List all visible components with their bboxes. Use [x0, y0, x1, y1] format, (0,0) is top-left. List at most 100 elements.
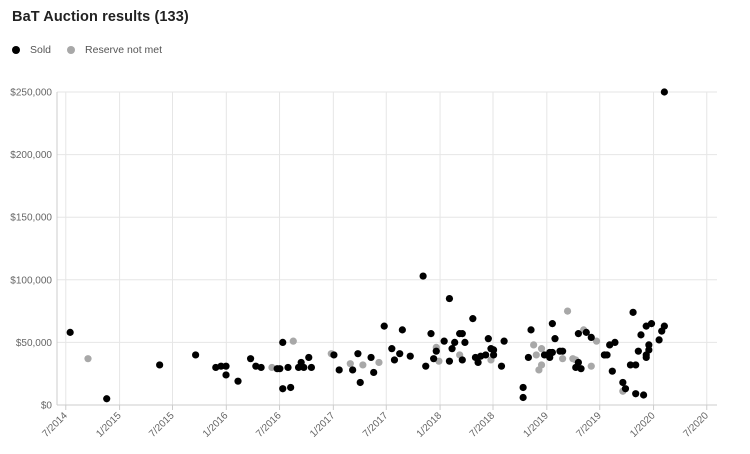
data-point-sold[interactable] — [66, 328, 74, 336]
data-point-sold[interactable] — [634, 347, 642, 355]
data-point-reserve-not-met[interactable] — [587, 362, 595, 370]
data-point-sold[interactable] — [519, 393, 527, 402]
data-point-reserve-not-met[interactable] — [559, 355, 567, 363]
data-point-sold[interactable] — [469, 315, 477, 323]
data-point-sold[interactable] — [482, 351, 490, 359]
data-point-sold[interactable] — [422, 362, 430, 370]
data-point-sold[interactable] — [626, 361, 635, 369]
data-point-sold[interactable] — [458, 330, 466, 338]
data-point-sold[interactable] — [287, 383, 295, 392]
data-point-sold[interactable] — [574, 358, 582, 367]
data-point-sold[interactable] — [548, 348, 556, 357]
data-point-sold[interactable] — [660, 88, 668, 96]
data-point-sold[interactable] — [396, 350, 404, 358]
data-point-sold[interactable] — [330, 351, 338, 359]
data-point-reserve-not-met[interactable] — [563, 307, 572, 315]
data-point-reserve-not-met[interactable] — [359, 361, 367, 369]
data-point-sold[interactable] — [222, 362, 230, 370]
data-point-sold[interactable] — [497, 362, 506, 370]
data-point-sold[interactable] — [419, 272, 427, 280]
data-point-sold[interactable] — [577, 365, 585, 373]
data-point-sold[interactable] — [430, 355, 438, 363]
data-point-sold[interactable] — [451, 338, 459, 346]
data-point-sold[interactable] — [461, 338, 469, 346]
data-point-reserve-not-met[interactable] — [537, 345, 546, 353]
data-point-sold[interactable] — [640, 391, 648, 399]
data-point-reserve-not-met[interactable] — [532, 351, 540, 359]
data-point-sold[interactable] — [335, 366, 343, 374]
data-point-sold[interactable] — [156, 361, 164, 369]
data-point-sold[interactable] — [642, 353, 650, 362]
data-point-sold[interactable] — [440, 337, 448, 345]
data-point-sold[interactable] — [637, 331, 645, 339]
data-point-reserve-not-met[interactable] — [530, 341, 538, 349]
data-point-reserve-not-met[interactable] — [289, 337, 297, 345]
data-point-sold[interactable] — [527, 326, 535, 334]
legend-item-sold[interactable]: Sold — [12, 44, 51, 56]
data-point-sold[interactable] — [608, 367, 616, 375]
data-point-sold[interactable] — [300, 363, 308, 372]
data-point-sold[interactable] — [257, 363, 265, 372]
data-point-sold[interactable] — [427, 330, 435, 338]
legend-item-reserve-not-met[interactable]: Reserve not met — [67, 44, 162, 56]
data-point-sold[interactable] — [445, 294, 454, 303]
data-point-sold[interactable] — [645, 346, 653, 354]
data-point-sold[interactable] — [500, 337, 508, 345]
data-point-reserve-not-met[interactable] — [537, 361, 546, 369]
data-point-sold[interactable] — [548, 320, 556, 328]
data-point-sold[interactable] — [551, 335, 559, 343]
data-point-sold[interactable] — [474, 358, 482, 367]
data-point-sold[interactable] — [603, 351, 611, 359]
data-point-reserve-not-met[interactable] — [592, 337, 601, 345]
data-point-sold[interactable] — [192, 351, 200, 359]
data-point-sold[interactable] — [645, 341, 653, 349]
x-tick-label: 1/2020 — [628, 410, 658, 440]
data-point-sold[interactable] — [524, 353, 532, 362]
data-point-sold[interactable] — [246, 355, 255, 363]
data-point-sold[interactable] — [484, 335, 492, 343]
data-point-sold[interactable] — [354, 350, 362, 358]
data-point-sold[interactable] — [390, 356, 399, 364]
data-point-sold[interactable] — [367, 353, 375, 362]
data-point-sold[interactable] — [432, 347, 440, 355]
data-point-sold[interactable] — [632, 361, 640, 369]
data-point-sold[interactable] — [445, 357, 454, 365]
data-point-sold[interactable] — [458, 356, 466, 364]
data-point-sold[interactable] — [582, 328, 590, 336]
data-point-sold[interactable] — [279, 338, 287, 346]
data-point-sold[interactable] — [276, 365, 284, 373]
data-point-reserve-not-met[interactable] — [346, 360, 354, 368]
data-point-sold[interactable] — [655, 336, 663, 344]
data-point-sold[interactable] — [574, 330, 582, 338]
data-point-sold[interactable] — [349, 366, 357, 374]
data-point-sold[interactable] — [448, 345, 456, 353]
data-point-sold[interactable] — [632, 390, 640, 398]
data-point-sold[interactable] — [284, 363, 292, 372]
data-point-sold[interactable] — [660, 322, 668, 330]
data-point-sold[interactable] — [406, 352, 414, 360]
data-point-sold[interactable] — [519, 383, 527, 392]
data-point-sold[interactable] — [489, 351, 498, 359]
data-point-sold[interactable] — [619, 378, 627, 387]
data-point-reserve-not-met[interactable] — [375, 358, 383, 367]
data-point-sold[interactable] — [356, 378, 364, 387]
data-point-sold[interactable] — [217, 362, 225, 370]
data-point-sold[interactable] — [388, 345, 396, 353]
data-point-sold[interactable] — [370, 368, 378, 377]
data-point-sold[interactable] — [307, 363, 316, 372]
data-point-sold[interactable] — [611, 338, 619, 346]
data-point-sold[interactable] — [629, 308, 637, 316]
data-point-sold[interactable] — [103, 395, 111, 403]
data-point-sold[interactable] — [398, 326, 406, 334]
data-point-sold[interactable] — [489, 346, 498, 354]
data-point-sold[interactable] — [587, 333, 595, 341]
data-point-sold[interactable] — [621, 385, 630, 393]
data-point-sold[interactable] — [279, 385, 287, 393]
data-point-sold[interactable] — [305, 353, 313, 362]
data-point-sold[interactable] — [222, 371, 230, 379]
data-point-sold[interactable] — [559, 347, 567, 355]
data-point-reserve-not-met[interactable] — [84, 355, 92, 363]
data-point-sold[interactable] — [234, 377, 242, 385]
data-point-sold[interactable] — [647, 320, 656, 328]
data-point-sold[interactable] — [380, 322, 388, 330]
